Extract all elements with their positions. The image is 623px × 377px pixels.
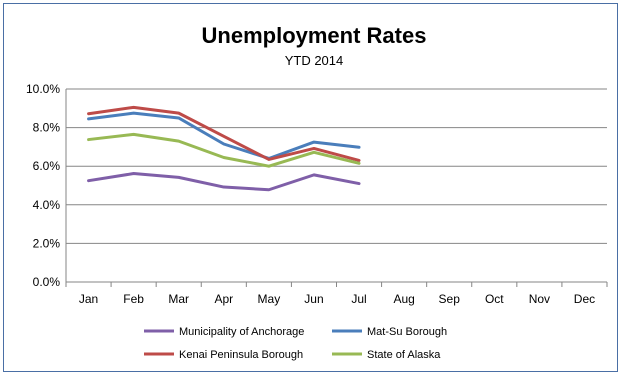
x-axis-tick-labels: Jan Feb Mar Apr May Jun Jul Aug Sep Oct Nov Dec — [79, 292, 595, 306]
x-tick-label: Oct — [485, 292, 504, 306]
y-tick-label: 2.0% — [33, 236, 61, 250]
x-tick-label: Aug — [393, 292, 414, 306]
series-line — [87, 105, 361, 162]
legend-label: Kenai Peninsula Borough — [179, 349, 303, 361]
y-tick-label: 0.0% — [33, 275, 61, 289]
x-tick-label: Apr — [214, 292, 233, 306]
legend-item: State of Alaska — [332, 349, 441, 361]
legend: Municipality of Anchorage Mat-Su Borough K… — [144, 326, 447, 361]
x-tick-label: Nov — [529, 292, 550, 306]
x-tick-label: Jun — [304, 292, 323, 306]
chart-subtitle: YTD 2014 — [285, 53, 344, 68]
y-tick-label: 4.0% — [33, 198, 61, 212]
x-tick-label: May — [258, 292, 281, 306]
legend-label: Municipality of Anchorage — [179, 326, 304, 338]
x-tick-label: Feb — [123, 292, 144, 306]
x-tick-label: Jan — [79, 292, 98, 306]
legend-item: Mat-Su Borough — [332, 326, 447, 338]
y-tick-label: 6.0% — [33, 159, 61, 173]
chart-title: Unemployment Rates — [202, 23, 427, 48]
x-tick-label: Jul — [351, 292, 366, 306]
series-lines — [87, 105, 361, 192]
series-line — [87, 132, 361, 168]
x-tick-label: Mar — [168, 292, 189, 306]
x-tick-label: Dec — [574, 292, 595, 306]
legend-item: Municipality of Anchorage — [144, 326, 304, 338]
legend-label: Mat-Su Borough — [367, 326, 447, 338]
legend-label: State of Alaska — [367, 349, 441, 361]
series-line — [87, 111, 361, 160]
gridlines — [65, 88, 608, 287]
y-axis-tick-labels: 0.0% 2.0% 4.0% 6.0% 8.0% 10.0% — [26, 82, 60, 289]
x-tick-label: Sep — [439, 292, 461, 306]
chart-frame — [3, 3, 618, 372]
legend-item: Kenai Peninsula Borough — [144, 349, 303, 361]
y-tick-label: 10.0% — [26, 82, 60, 96]
y-tick-label: 8.0% — [33, 121, 61, 135]
series-line — [87, 172, 361, 192]
